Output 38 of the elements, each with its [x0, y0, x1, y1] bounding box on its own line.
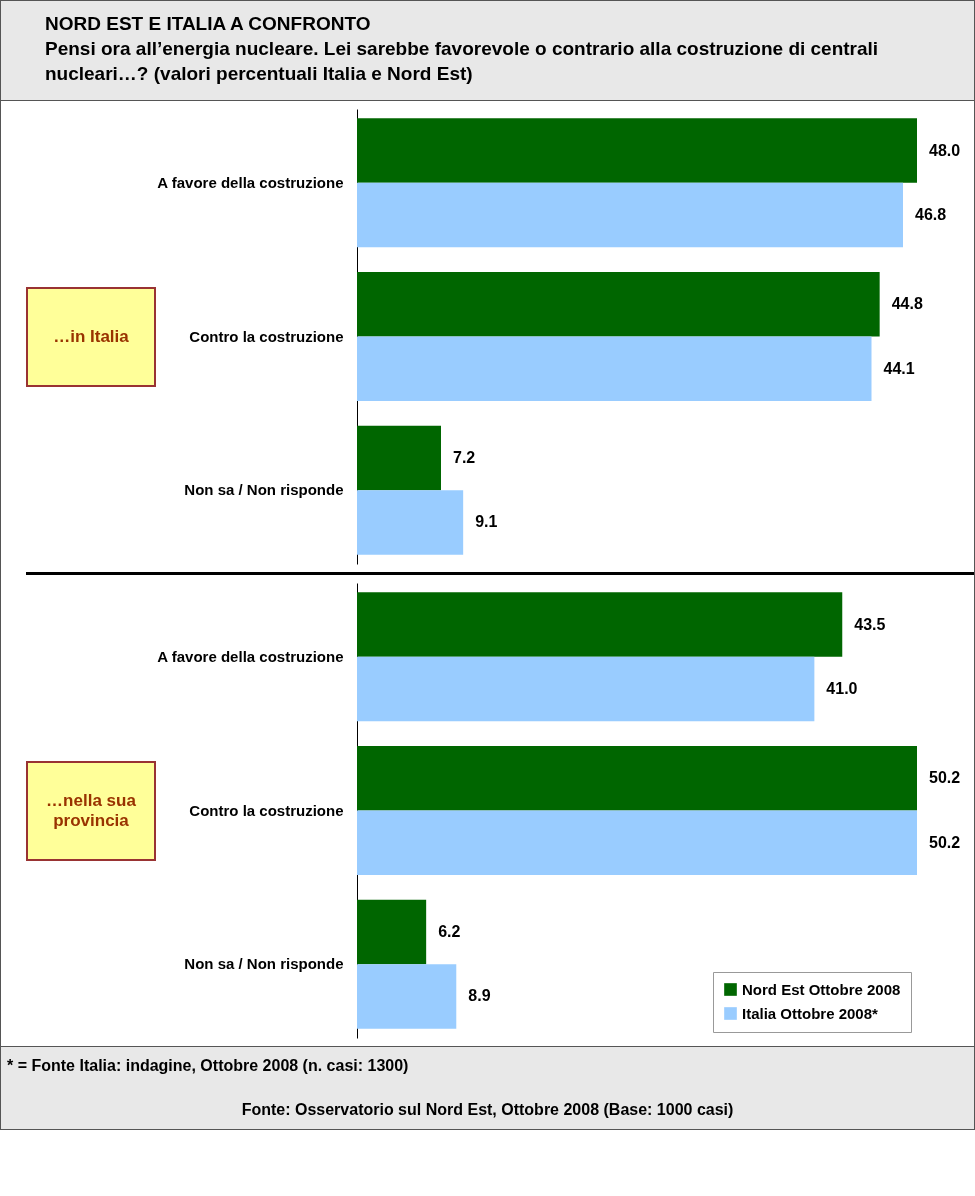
data-label: 6.2 — [438, 922, 461, 940]
legend-label: Nord Est Ottobre 2008 — [742, 980, 901, 998]
bar — [357, 964, 457, 1029]
bar — [357, 118, 917, 183]
data-label: 7.2 — [453, 448, 476, 466]
chart-title: NORD EST E ITALIA A CONFRONTO — [45, 12, 372, 36]
data-label: 43.5 — [854, 615, 886, 633]
y-tick-label: A favore della costruzione — [157, 647, 344, 665]
y-tick-label: Non sa / Non risponde — [184, 955, 344, 973]
y-axis-title: …nella sua provincia — [26, 760, 156, 861]
bar — [357, 336, 872, 402]
data-label: 44.1 — [883, 359, 915, 377]
text: * = Fonte Italia: indagine, Ottobre 2008 (n. casi: 1300) — [7, 1057, 410, 1075]
data-label: 50.2 — [929, 833, 961, 851]
bar — [357, 745, 917, 811]
bar — [357, 899, 427, 965]
chart-subtitle: Pensi ora all’energia nucleare. Lei sarebbe favorevole o contrario alla costruzione di centrali nucleari…? (valori percentuali Italia e Nord Est) — [45, 37, 880, 86]
data-label: 41.0 — [826, 680, 858, 698]
bar — [357, 425, 441, 491]
y-tick-label: Non sa / Non risponde — [184, 481, 344, 499]
bar — [357, 490, 464, 555]
y-axis-title: …in Italia — [26, 286, 156, 387]
source-note: Fonte: Osservatorio sul Nord Est, Ottobre 2008 (Base: 1000 casi) — [240, 1101, 735, 1119]
data-label: 9.1 — [475, 513, 498, 531]
data-label: 8.9 — [468, 987, 491, 1005]
bar — [357, 592, 843, 657]
legend-label: Italia Ottobre 2008* — [742, 1004, 879, 1022]
bar — [357, 182, 903, 248]
bar — [357, 271, 880, 337]
data-label: 46.8 — [915, 206, 947, 224]
y-tick-label: A favore della costruzione — [157, 173, 344, 191]
y-tick-label: Contro la costruzione — [189, 801, 344, 819]
data-label: 50.2 — [929, 769, 961, 787]
bar — [357, 656, 815, 722]
data-label: 44.8 — [891, 295, 923, 313]
data-label: 48.0 — [929, 141, 961, 159]
y-tick-label: Contro la costruzione — [189, 327, 344, 345]
bar — [357, 810, 917, 876]
